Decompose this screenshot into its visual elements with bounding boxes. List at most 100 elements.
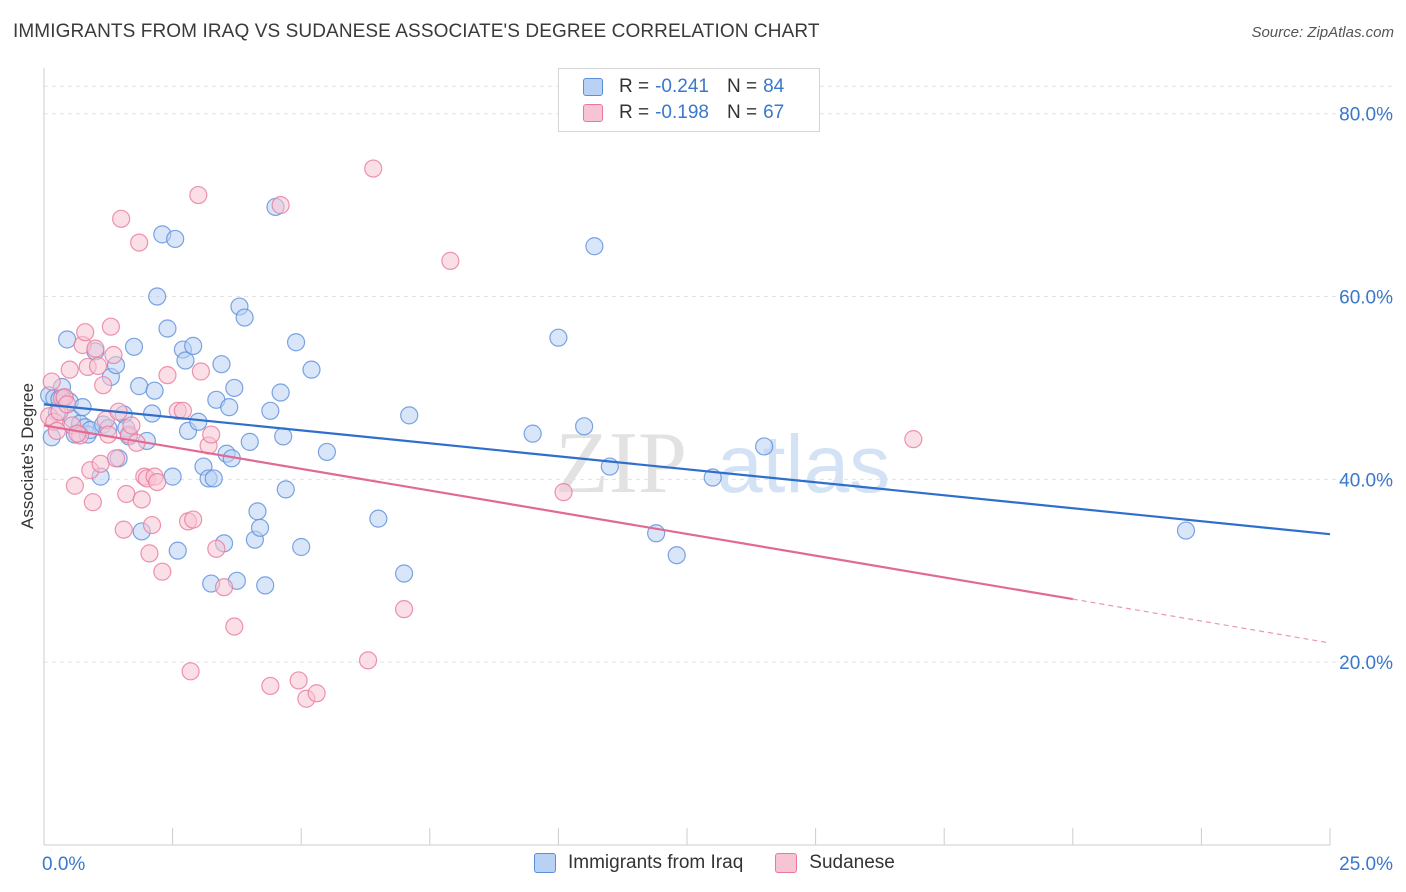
point-iraq (248, 502, 267, 521)
point-sudanese (83, 493, 102, 512)
tick-labels: 20.0% 40.0% 60.0% 80.0% 0.0% 25.0% (42, 105, 1393, 875)
point-sudanese (214, 578, 234, 597)
legend-r-value-sudanese: -0.198 (655, 102, 709, 123)
point-iraq (176, 351, 195, 370)
y-tick-label: 40.0% (1339, 470, 1393, 491)
point-iraq (369, 509, 388, 528)
point-sudanese (140, 544, 159, 563)
point-iraq (400, 406, 419, 425)
trend-line-sudanese-extension (1072, 598, 1331, 644)
legend-n-label: N = (726, 102, 758, 123)
point-iraq (274, 427, 293, 446)
x-tick-label-max: 25.0% (1339, 854, 1393, 875)
point-iraq (394, 564, 414, 583)
point-iraq (317, 442, 337, 462)
x-tick-label-min: 0.0% (42, 854, 85, 875)
point-sudanese (554, 483, 573, 502)
point-sudanese (106, 449, 126, 468)
legend-r-value-iraq: -0.241 (655, 76, 709, 97)
point-iraq (286, 333, 306, 352)
legend-r-label: R = (619, 76, 650, 97)
trend-line-sudanese (43, 424, 1073, 601)
grid-lines (44, 85, 1392, 663)
point-iraq (225, 378, 244, 398)
point-sudanese (153, 562, 172, 581)
legend-item-sudanese[interactable]: Sudanese (775, 852, 895, 874)
point-sudanese (181, 662, 200, 681)
point-iraq (189, 412, 208, 431)
point-sudanese (441, 251, 460, 270)
series-iraq-points (40, 197, 1196, 595)
point-sudanese (394, 600, 414, 619)
y-tick-label: 60.0% (1339, 288, 1393, 309)
series-sudanese-points (40, 159, 923, 708)
point-sudanese (289, 671, 308, 690)
point-iraq (667, 546, 686, 565)
point-iraq (575, 417, 594, 436)
point-iraq (271, 383, 290, 402)
point-iraq (204, 469, 223, 488)
point-iraq (212, 355, 231, 374)
point-sudanese (358, 651, 378, 670)
point-iraq (585, 237, 604, 256)
point-sudanese (207, 539, 226, 558)
point-iraq (166, 229, 185, 249)
point-sudanese (112, 209, 131, 228)
point-sudanese (202, 425, 221, 444)
point-iraq (142, 404, 162, 423)
point-iraq (145, 381, 164, 400)
point-sudanese (47, 421, 66, 441)
legend-n-value-iraq: 84 (763, 76, 785, 97)
point-sudanese (261, 676, 280, 696)
point-iraq (261, 401, 280, 420)
legend-swatch-sudanese (775, 853, 798, 873)
watermark-atlas: atlas (717, 419, 890, 510)
point-iraq (58, 330, 77, 349)
point-sudanese (101, 317, 120, 336)
point-iraq (250, 518, 270, 537)
legend-r-label: R = (619, 102, 650, 123)
point-iraq (549, 328, 568, 347)
point-sudanese (364, 159, 383, 178)
y-tick-label: 20.0% (1339, 653, 1393, 674)
point-iraq (240, 432, 259, 451)
point-sudanese (104, 345, 123, 365)
legend-swatch-sudanese (583, 104, 603, 122)
axes (43, 68, 1331, 846)
series-legend: Immigrants from Iraq Sudanese (534, 852, 927, 874)
stats-legend: R = -0.241 N = 84 R = -0.198 N = 67 (558, 68, 820, 132)
legend-label-sudanese: Sudanese (809, 852, 895, 873)
point-iraq (148, 287, 167, 306)
point-sudanese (76, 323, 95, 342)
legend-row-sudanese: R = -0.198 N = 67 (583, 101, 784, 125)
point-iraq (1176, 521, 1196, 540)
chart-source: Source: ZipAtlas.com (1251, 24, 1394, 41)
point-sudanese (65, 476, 84, 495)
legend-swatch-iraq (583, 78, 603, 96)
legend-label-iraq: Immigrants from Iraq (568, 852, 744, 873)
trend-lines (43, 403, 1331, 644)
point-iraq (163, 467, 182, 486)
point-sudanese (158, 366, 177, 385)
point-sudanese (68, 424, 87, 443)
legend-item-iraq[interactable]: Immigrants from Iraq (534, 852, 743, 874)
point-iraq (168, 541, 187, 560)
point-sudanese (189, 185, 208, 205)
point-sudanese (86, 339, 105, 358)
point-sudanese (114, 520, 133, 539)
point-iraq (755, 437, 774, 456)
point-sudanese (58, 395, 77, 414)
point-sudanese (122, 416, 141, 435)
point-iraq (124, 337, 144, 356)
point-sudanese (148, 472, 167, 492)
point-sudanese (94, 376, 113, 395)
point-sudanese (117, 484, 136, 504)
point-iraq (130, 377, 149, 396)
point-sudanese (88, 356, 108, 376)
legend-swatch-iraq (534, 853, 556, 873)
point-sudanese (42, 372, 61, 391)
point-iraq (276, 480, 295, 499)
point-sudanese (132, 490, 151, 509)
point-sudanese (271, 196, 290, 215)
point-iraq (523, 424, 542, 443)
